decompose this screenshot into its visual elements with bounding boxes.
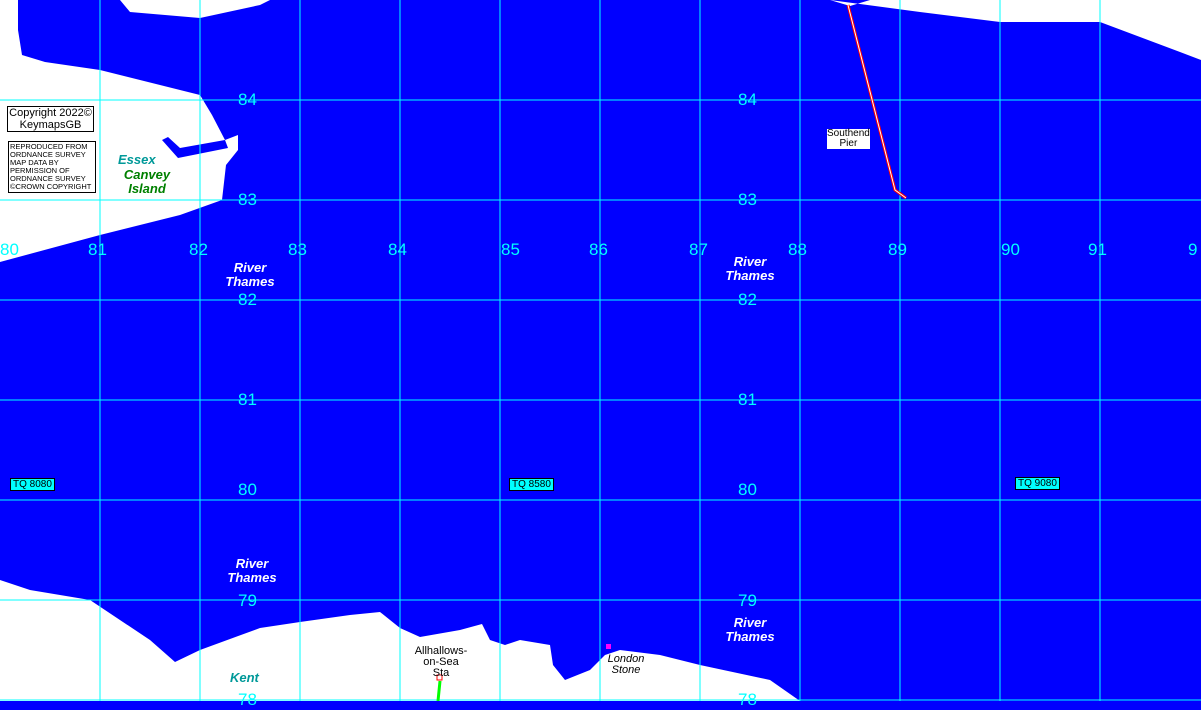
thames-word: Thames: [227, 570, 277, 585]
northing-label: 81: [738, 390, 757, 409]
northing-label: 81: [238, 390, 257, 409]
thames-word: Thames: [225, 274, 275, 289]
line: London: [607, 653, 645, 665]
southend-word: Southend: [827, 128, 870, 139]
northing-label: 84: [238, 90, 257, 109]
easting-label: 87: [689, 240, 708, 259]
northing-label: 79: [238, 591, 257, 610]
line: Sta: [432, 667, 450, 679]
label-river-thames: River Thames: [720, 255, 780, 283]
label-southend-pier: Southend Pier: [827, 129, 870, 149]
railway-line: [436, 680, 442, 701]
easting-label: 81: [88, 240, 107, 259]
northing-label: 83: [238, 190, 257, 209]
river-word: River: [733, 254, 767, 269]
label-river-thames: River Thames: [720, 616, 780, 644]
northing-label: 84: [738, 90, 757, 109]
river-word: River: [733, 615, 767, 630]
northing-label: 82: [238, 290, 257, 309]
label-allhallows-station: Allhallows-on-Sea Sta: [410, 646, 472, 679]
easting-label: 88: [788, 240, 807, 259]
easting-label: 85: [501, 240, 520, 259]
label-london-stone: London Stone: [602, 654, 650, 676]
copyright-owner: KeymapsGB: [19, 119, 82, 131]
copyright-text: Copyright 2022©: [9, 107, 92, 119]
northing-label: 83: [738, 190, 757, 209]
os-line: ©CROWN COPYRIGHT: [10, 182, 92, 191]
grid-ref-label: TQ 9080: [1015, 477, 1060, 490]
easting-label: 9: [1188, 240, 1198, 259]
northing-label: 80: [238, 480, 257, 499]
label-canvey-island: Canvey Island: [118, 168, 176, 196]
creek: [162, 137, 228, 158]
northing-label: 80: [738, 480, 757, 499]
grid-ref-label: TQ 8580: [509, 478, 554, 491]
easting-label: 83: [288, 240, 307, 259]
thames-word: Thames: [725, 629, 775, 644]
northing-label: 78: [238, 690, 257, 709]
northing-label: 82: [738, 290, 757, 309]
pier-word: Pier: [839, 138, 858, 149]
island-line: Island: [128, 181, 166, 196]
land-top: [120, 0, 270, 18]
northing-label: 78: [738, 690, 757, 709]
canvey-line: Canvey: [123, 167, 171, 182]
river-word: River: [233, 260, 267, 275]
easting-label: 86: [589, 240, 608, 259]
land-essex: [0, 0, 238, 262]
land-southend: [830, 0, 1201, 60]
label-river-thames: River Thames: [220, 261, 280, 289]
line: on-Sea: [423, 656, 459, 668]
easting-label: 82: [189, 240, 208, 259]
line: Allhallows-: [414, 645, 468, 657]
northing-label: 79: [738, 591, 757, 610]
os-notice: REPRODUCED FROM ORDNANCE SURVEY MAP DATA…: [8, 141, 96, 193]
easting-label: 91: [1088, 240, 1107, 259]
os-line: ORDNANCE SURVEY: [10, 150, 86, 159]
label-river-thames: River Thames: [222, 557, 282, 585]
os-line: ORDNANCE SURVEY: [10, 174, 86, 183]
easting-label: 89: [888, 240, 907, 259]
os-line: MAP DATA BY: [10, 158, 59, 167]
station-marker[interactable]: [436, 674, 443, 681]
line: Stone: [611, 664, 641, 676]
london-stone-marker[interactable]: [606, 644, 611, 649]
thames-word: Thames: [725, 268, 775, 283]
label-essex: Essex: [118, 152, 156, 167]
os-line: REPRODUCED FROM: [10, 142, 88, 151]
copyright-box: Copyright 2022© KeymapsGB: [7, 106, 94, 132]
easting-label: 90: [1001, 240, 1020, 259]
easting-label: 84: [388, 240, 407, 259]
river-word: River: [235, 556, 269, 571]
os-line: PERMISSION OF: [10, 166, 70, 175]
label-kent: Kent: [230, 670, 259, 685]
easting-label: 80: [0, 240, 19, 259]
grid-ref-label: TQ 8080: [10, 478, 55, 491]
